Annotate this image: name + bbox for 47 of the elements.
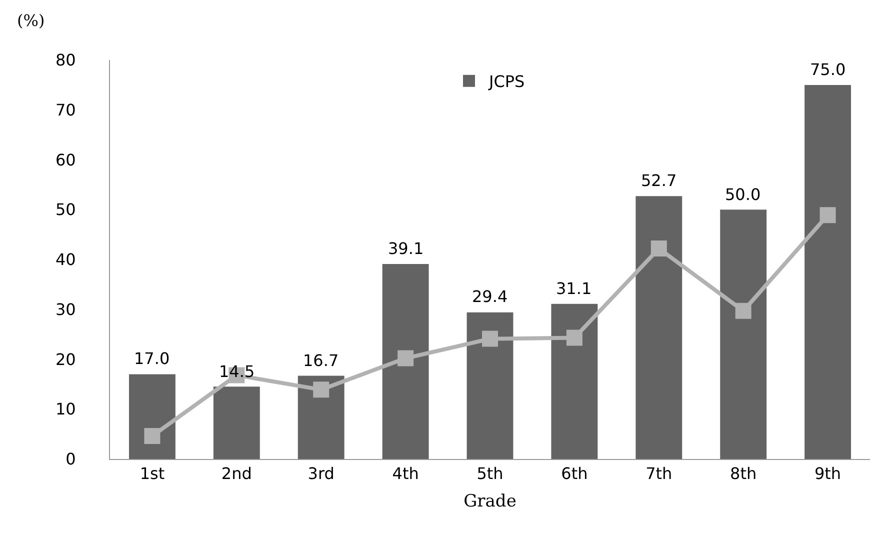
point	[650, 240, 667, 257]
x-tick-label: 4th	[392, 464, 419, 484]
y-tick-label: 50	[55, 200, 76, 220]
data-label: 39.1	[388, 239, 424, 258]
point	[398, 350, 414, 366]
x-tick-label: 2nd	[221, 464, 252, 484]
x-tick-label: 3rd	[308, 464, 334, 484]
point	[735, 302, 752, 319]
bar	[551, 304, 598, 459]
y-tick-label: 40	[55, 250, 76, 270]
y-tick-label: 0	[66, 450, 76, 469]
bar	[298, 376, 344, 459]
x-tick-label: 6th	[561, 464, 588, 484]
y-axis-title: (%)	[17, 11, 45, 30]
bar	[213, 386, 260, 459]
y-tick-label: 70	[55, 100, 76, 120]
point	[566, 330, 582, 346]
point	[482, 330, 498, 347]
bar	[382, 264, 429, 459]
point	[313, 382, 330, 398]
data-label: 75.0	[810, 60, 846, 79]
x-tick-label: 7th	[646, 464, 672, 484]
data-label: 17.0	[134, 349, 170, 368]
x-tick-label: 1st	[140, 464, 165, 484]
y-tick-label: 60	[55, 150, 76, 170]
y-tick-label: 80	[55, 50, 76, 70]
y-tick-label: 20	[55, 350, 76, 369]
bar	[720, 210, 767, 459]
data-label: 50.0	[725, 185, 761, 204]
bar	[466, 312, 514, 459]
bar	[804, 84, 851, 459]
y-tick-label: 10	[55, 400, 76, 419]
y-tick-label: 30	[55, 300, 76, 319]
data-label: 31.1	[556, 279, 592, 298]
data-label: 14.5	[219, 362, 255, 381]
bar	[636, 196, 682, 459]
point	[820, 207, 836, 224]
x-axis-title: Grade	[464, 492, 516, 512]
x-tick-label: 5th	[476, 464, 504, 484]
data-label: 52.7	[641, 171, 677, 190]
point	[144, 428, 160, 444]
data-label: 16.7	[303, 351, 339, 370]
bar	[129, 374, 176, 459]
x-tick-label: 8th	[730, 464, 757, 484]
x-tick-label: 9th	[814, 464, 842, 484]
data-label: 29.4	[472, 287, 508, 306]
legend-label: JCPS	[488, 72, 525, 92]
